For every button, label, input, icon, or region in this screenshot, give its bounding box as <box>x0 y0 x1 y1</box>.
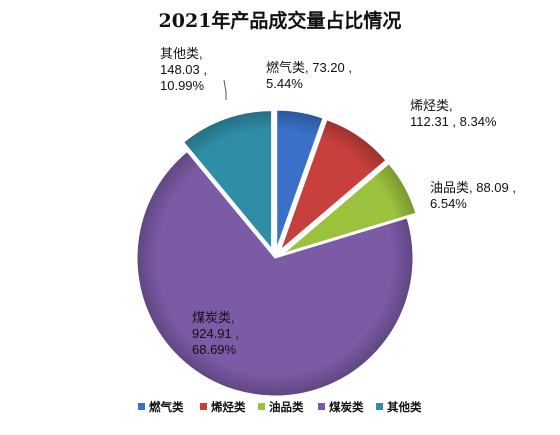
slice-label-2: 油品类, 88.09 , 6.54% <box>430 180 516 211</box>
legend-marker-3 <box>318 403 325 410</box>
legend-label-0: 燃气类 <box>148 400 184 414</box>
slice-label-4: 其他类, 148.03 , 10.99% <box>160 46 207 93</box>
leader-line-4 <box>223 79 227 100</box>
legend-marker-2 <box>258 403 265 410</box>
slice-label-1: 烯烃类, 112.31 , 8.34% <box>410 98 497 129</box>
legend-label-3: 煤炭类 <box>329 400 364 414</box>
chart-title: 2021年产品成交量占比情况 <box>158 10 402 32</box>
pie-slice-4 <box>182 110 273 250</box>
slice-label-0: 燃气类, 73.20 , 5.44% <box>266 60 352 91</box>
legend-marker-4 <box>376 403 383 410</box>
legend-marker-0 <box>138 403 145 410</box>
pie-slice-2 <box>283 163 417 254</box>
legend-marker-1 <box>200 403 207 410</box>
pie-slice-1 <box>279 119 387 252</box>
legend-label-4: 其他类 <box>387 400 422 414</box>
legend-label-2: 油品类 <box>269 400 304 414</box>
pie-slice-3 <box>136 150 414 397</box>
slice-label-3: 煤炭类, 924.91 , 68.69% <box>192 310 239 357</box>
pie-slice-0 <box>276 109 324 249</box>
legend-label-1: 烯烃类 <box>211 400 246 414</box>
